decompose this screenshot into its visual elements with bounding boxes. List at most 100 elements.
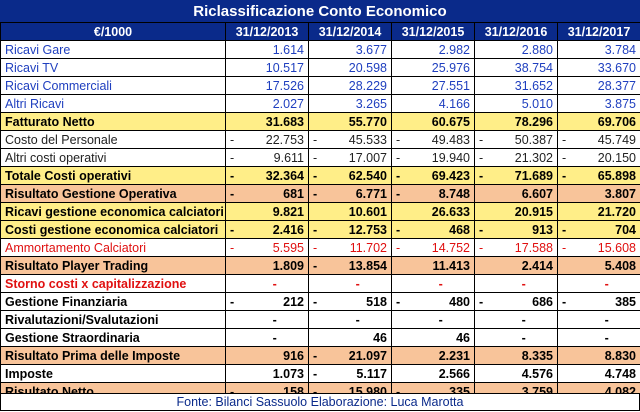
cell-sign [391,328,408,347]
row-label: Altri Ricavi [0,94,226,113]
cell-value: 69.423 [407,166,475,185]
table-row: Risultato Player Trading 1.809-13.854 11.4… [0,256,640,275]
cell-sign: - [391,184,408,203]
cell-value: 518 [324,292,392,311]
cell-sign: - [308,166,325,185]
cell-value: 22.753 [241,130,309,149]
cell-sign [391,76,408,95]
cell-value: 5.010 [490,94,558,113]
cell-value: 2.982 [407,40,475,59]
cell-value: 913 [490,220,558,239]
cell-sign [474,94,491,113]
cell-value: - [573,328,640,347]
cell-sign [474,58,491,77]
table-row: Risultato Gestione Operativa -681-6.771-8… [0,184,640,203]
cell-value: 5.595 [241,238,309,257]
row-label: Ammortamento Calciatori [0,238,226,257]
cell-sign [474,184,491,203]
cell-sign [308,274,325,293]
table-row: Ricavi Commerciali 17.526 28.229 27.551 31.6… [0,76,640,95]
cell-value: 4.748 [573,364,640,383]
cell-value: 50.387 [490,130,558,149]
cell-sign [557,328,574,347]
cell-sign: - [225,148,242,167]
cell-value: 480 [407,292,475,311]
cell-sign: - [474,292,491,311]
cell-value: 78.296 [490,112,558,131]
cell-sign: - [308,220,325,239]
cell-value: 46 [324,328,392,347]
cell-sign [474,274,491,293]
cell-value: 3.784 [573,40,640,59]
cell-value: - [573,310,640,329]
cell-sign [557,112,574,131]
cell-sign: - [474,148,491,167]
cell-sign: - [391,130,408,149]
cell-value: 1.809 [241,256,309,275]
header-year: 31/12/2014 [308,22,392,41]
cell-value: 1.614 [241,40,309,59]
table-row: Altri Ricavi 2.027 3.265 4.166 5.010 3.875 [0,94,640,113]
table-row: Imposte 1.073-5.117 2.566 4.576 4.748 [0,364,640,383]
cell-value: 19.940 [407,148,475,167]
cell-sign [308,328,325,347]
table-row: Ricavi TV 10.517 20.598 25.976 38.754 33.670 [0,58,640,77]
cell-value: 6.607 [490,184,558,203]
cell-value: 20.598 [324,58,392,77]
row-label: Ricavi Gare [0,40,226,59]
cell-sign: - [391,148,408,167]
cell-sign [557,256,574,275]
cell-value: 38.754 [490,58,558,77]
cell-sign [308,112,325,131]
cell-sign [225,274,242,293]
cell-sign: - [225,130,242,149]
cell-value: 9.611 [241,148,309,167]
cell-sign [225,346,242,365]
table-body: Ricavi Gare 1.614 3.677 2.982 2.880 3.784 Rica… [0,40,640,401]
cell-sign: - [308,130,325,149]
cell-value: 2.416 [241,220,309,239]
cell-value: 8.830 [573,346,640,365]
cell-sign [225,112,242,131]
cell-value: - [573,274,640,293]
table-row: Totale Costi operativi -32.364-62.540-69.… [0,166,640,185]
cell-value: 60.675 [407,112,475,131]
cell-value: 916 [241,346,309,365]
cell-sign [557,76,574,95]
cell-value: 2.414 [490,256,558,275]
cell-sign: - [225,292,242,311]
cell-value: 20.150 [573,148,640,167]
cell-value: 21.720 [573,202,640,221]
cell-sign: - [557,292,574,311]
cell-sign: - [308,184,325,203]
row-label: Imposte [0,364,226,383]
row-label: Ricavi gestione economica calciatori [0,202,226,221]
cell-sign [308,94,325,113]
cell-value: - [490,310,558,329]
cell-sign [474,346,491,365]
row-label: Costi gestione economica calciatori [0,220,226,239]
cell-value: 6.771 [324,184,392,203]
cell-sign [557,40,574,59]
header-year: 31/12/2015 [391,22,475,41]
cell-sign: - [308,364,325,383]
cell-sign [474,76,491,95]
row-label: Altri costi operativi [0,148,226,167]
cell-sign [308,202,325,221]
cell-sign [557,274,574,293]
cell-value: - [407,310,475,329]
cell-value: 25.976 [407,58,475,77]
cell-value: - [241,310,309,329]
cell-sign [391,94,408,113]
cell-sign [557,202,574,221]
table-row: Altri costi operativi -9.611-17.007-19.94… [0,148,640,167]
cell-value: - [241,328,309,347]
table-row: Ricavi gestione economica calciatori 9.82… [0,202,640,221]
cell-sign [391,112,408,131]
table-row: Ricavi Gare 1.614 3.677 2.982 2.880 3.784 [0,40,640,59]
table-row: Ammortamento Calciatori -5.595-11.702-14.… [0,238,640,257]
cell-sign [225,94,242,113]
cell-value: 5.408 [573,256,640,275]
cell-sign [308,76,325,95]
cell-sign: - [308,238,325,257]
